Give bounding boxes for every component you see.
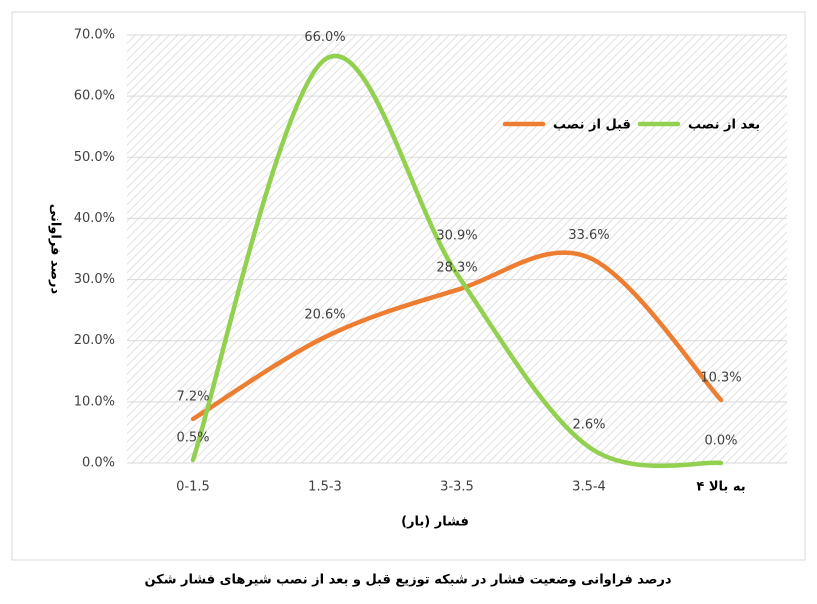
data-label: 30.9% [436, 229, 477, 244]
x-tick-label: 0-1.5 [176, 480, 210, 495]
y-tick-label: 60.0% [74, 89, 115, 104]
data-label: 2.6% [572, 418, 605, 433]
x-tick-label: 3.5-4 [572, 480, 606, 495]
series-line [190, 250, 724, 422]
caption: درصد فراوانی وضعیت فشار در شبکه توزیع قب… [144, 573, 671, 588]
y-tick-label: 20.0% [74, 333, 115, 348]
legend-label: بعد از نصب [688, 118, 760, 133]
data-label: 20.6% [304, 308, 345, 323]
data-label: 7.2% [176, 389, 209, 404]
y-tick-label: 50.0% [74, 150, 115, 165]
y-tick-label: 70.0% [74, 28, 115, 43]
data-label: 33.6% [568, 228, 609, 243]
data-label: 28.3% [436, 260, 477, 275]
x-axis-title: فشار (بار) [401, 515, 469, 530]
series-line [190, 53, 724, 469]
y-axis-title: درصد فراوانی [48, 204, 63, 295]
data-label: 0.5% [176, 430, 209, 445]
data-label: 0.0% [704, 434, 737, 449]
x-tick-label: 1.5-3 [308, 480, 342, 495]
data-label: 66.0% [304, 30, 345, 45]
legend-label: قبل از نصب [553, 118, 631, 133]
x-tick-label: ۴ به بالا [696, 480, 745, 495]
y-tick-label: 40.0% [74, 211, 115, 226]
x-tick-label: 3-3.5 [440, 480, 474, 495]
data-label: 10.3% [700, 371, 741, 386]
y-tick-label: 30.0% [74, 272, 115, 287]
y-tick-label: 10.0% [74, 394, 115, 409]
y-tick-label: 0.0% [82, 456, 115, 471]
